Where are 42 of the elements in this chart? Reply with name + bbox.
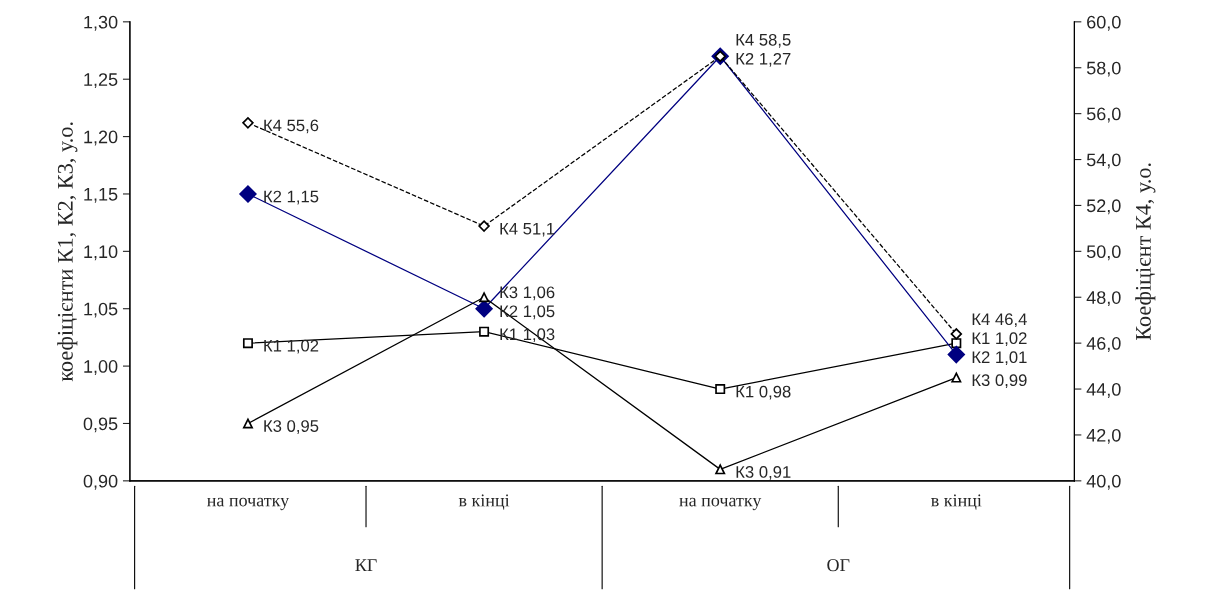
y2-tick-label: 46,0 xyxy=(1086,337,1121,352)
y2-axis-title: Коефіцієнт К4, у.о. xyxy=(1135,163,1156,341)
text: К4 58,5 xyxy=(736,33,791,48)
text: К2 1,15 xyxy=(264,190,319,205)
text: К1 1,02 xyxy=(264,339,319,354)
y2-tick-label: 42,0 xyxy=(1086,428,1121,444)
x-tick-label: в кінці xyxy=(931,494,982,510)
text: К3 0,95 xyxy=(264,420,319,434)
y-tick-label: 1,10 xyxy=(84,245,118,261)
text: К3 0,99 xyxy=(972,374,1027,389)
y2-tick-label: 60,0 xyxy=(1087,15,1121,31)
y-tick-label: 1,15 xyxy=(84,188,118,203)
y-tick-label: 0,90 xyxy=(83,474,118,490)
y2-tick-label: 54,0 xyxy=(1086,153,1121,169)
y-tick-label: 1,30 xyxy=(84,15,118,31)
text: К2 1,01 xyxy=(972,351,1027,366)
text: К3 1,06 xyxy=(500,286,555,301)
y-tick-label: 0,95 xyxy=(83,417,118,433)
y-axis-title: коефіцієнти К1, К2, К3, у.о. xyxy=(57,122,78,382)
text: К4 51,1 xyxy=(500,222,555,237)
y2-tick-label: 48,0 xyxy=(1086,291,1121,307)
y2-tick-label: 44,0 xyxy=(1086,382,1121,398)
x-tick-label: на початку xyxy=(679,497,762,511)
text: К4 55,6 xyxy=(264,119,319,134)
y-tick-label: 1,20 xyxy=(84,130,118,146)
text: КГ xyxy=(355,559,377,572)
y2-tick-label: 50,0 xyxy=(1086,245,1121,261)
text: К2 1,27 xyxy=(736,52,791,67)
text: К4 46,4 xyxy=(972,313,1027,328)
x-tick-label: в кінці xyxy=(458,494,510,510)
text: К1 1,02 xyxy=(972,332,1027,347)
y-tick-label: 1,05 xyxy=(84,302,118,318)
y-tick-label: 1,25 xyxy=(84,73,118,89)
x-tick-label: на початку xyxy=(207,497,290,511)
y2-tick-label: 58,0 xyxy=(1086,61,1121,77)
y2-tick-label: 52,0 xyxy=(1086,199,1121,215)
y2-tick-label: 56,0 xyxy=(1086,107,1121,123)
text: К3 0,91 xyxy=(736,466,791,480)
y-tick-label: 1,00 xyxy=(84,360,118,375)
text: ОГ xyxy=(827,559,850,572)
y2-tick-label: 40,0 xyxy=(1086,474,1121,490)
text: К1 0,98 xyxy=(736,385,791,400)
